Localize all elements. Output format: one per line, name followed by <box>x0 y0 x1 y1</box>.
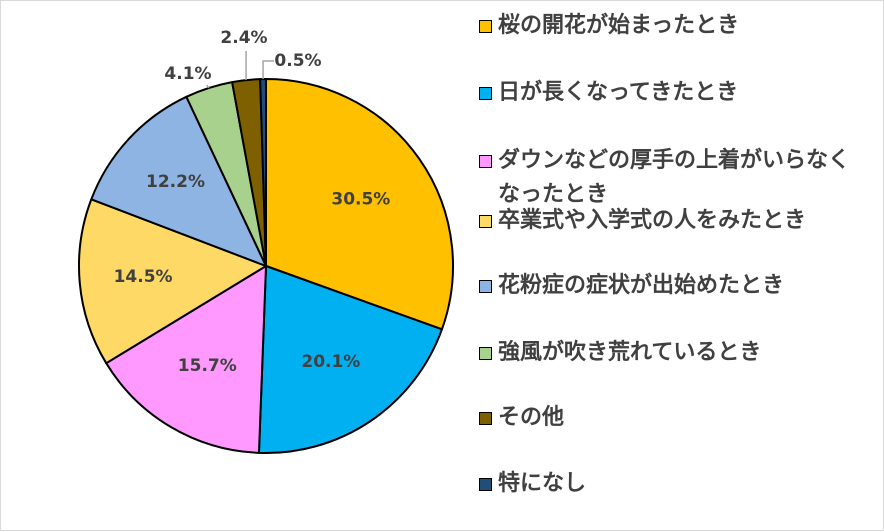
pie-slice <box>257 265 443 454</box>
legend-swatch <box>479 412 492 425</box>
legend-swatch <box>479 87 492 100</box>
pie-chart: 30.5% 20.1% 15.7% 14.5% 12.2% 4.1% 2.4% 0.5% <box>78 28 454 454</box>
legend-label: ダウンなどの厚手の上着がいらなくなったとき <box>498 148 851 207</box>
pie-slices <box>78 78 454 454</box>
legend-swatch <box>479 478 492 491</box>
legend-item: 特になし <box>479 467 868 501</box>
leader-lines <box>206 51 274 89</box>
legend-label: 桜の開花が始まったとき <box>498 13 740 38</box>
data-label: 20.1% <box>301 352 360 372</box>
legend-label: 強風が吹き荒れているとき <box>498 340 762 365</box>
legend-item: 花粉症の症状が出始めたとき <box>479 269 868 303</box>
legend-swatch <box>479 155 492 168</box>
leader-line <box>206 84 210 89</box>
legend-item: 卒業式や入学式の人をみたとき <box>479 204 868 238</box>
legend-swatch <box>479 347 492 360</box>
legend-swatch <box>479 20 492 33</box>
pie-slice <box>105 265 267 454</box>
legend-swatch <box>479 280 492 293</box>
data-label: 12.2% <box>146 172 205 192</box>
leader-line <box>262 60 274 80</box>
pie-slice <box>265 78 454 331</box>
data-label: 14.5% <box>114 267 173 287</box>
legend-item: 桜の開花が始まったとき <box>479 9 868 43</box>
pie-slice <box>78 198 267 365</box>
legend-label: 特になし <box>498 471 587 496</box>
legend-label: その他 <box>498 405 565 430</box>
legend-item: 日が長くなってきたとき <box>479 76 868 110</box>
legend-label: 日が長くなってきたとき <box>498 80 739 105</box>
legend-item: その他 <box>479 401 868 435</box>
legend-label: 卒業式や入学式の人をみたとき <box>498 208 807 233</box>
data-label: 15.7% <box>178 356 237 376</box>
data-labels: 30.5% 20.1% 15.7% 14.5% 12.2% 4.1% 2.4% 0.5% <box>114 28 391 376</box>
legend-swatch <box>479 215 492 228</box>
legend-item: 強風が吹き荒れているとき <box>479 336 868 370</box>
legend-label: 花粉症の症状が出始めたとき <box>498 273 785 298</box>
data-label: 2.4% <box>220 28 267 48</box>
pie-slice <box>259 78 267 267</box>
pie-slice <box>90 95 267 267</box>
data-label: 30.5% <box>331 189 390 209</box>
data-label: 4.1% <box>164 64 211 84</box>
data-label: 0.5% <box>274 51 321 71</box>
legend-item: ダウンなどの厚手の上着がいらなくなったとき <box>479 144 868 212</box>
